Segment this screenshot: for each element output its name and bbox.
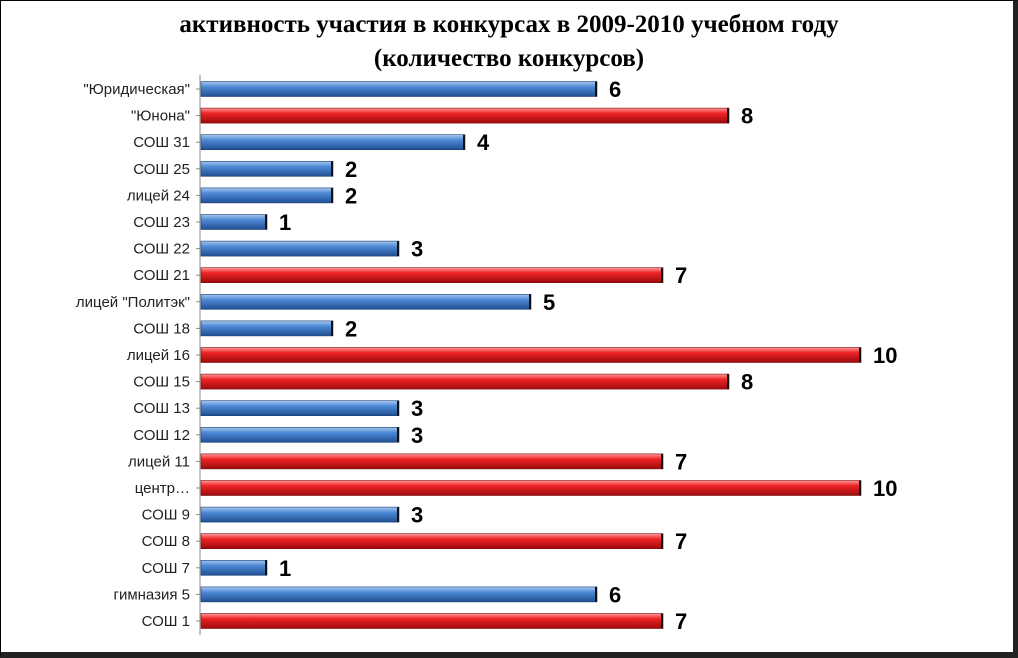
bar [200,267,664,284]
category-label: СОШ 21 [133,267,190,284]
data-label: 3 [411,237,423,262]
category-label: СОШ 13 [133,400,190,417]
data-label: 4 [477,130,490,155]
data-label: 2 [345,157,357,182]
bar-end-cap [859,480,861,496]
bar-end-cap [727,108,729,124]
bar-end-cap [661,267,663,283]
category-label: лицей 11 [128,453,190,470]
bar-end-cap [661,613,663,629]
data-label: 1 [279,210,291,235]
bar-end-cap [595,586,597,602]
bar [200,320,334,337]
data-label: 3 [411,396,423,421]
category-label: СОШ 31 [133,134,190,151]
bar [200,161,334,177]
bar [200,240,400,257]
chart-title-line2: (количество конкурсов) [373,45,645,72]
bar [200,453,664,470]
bar-end-cap [397,241,399,257]
category-label: СОШ 9 [142,507,190,524]
data-label: 2 [345,316,357,341]
bar-end-cap [397,507,399,523]
bar [200,506,400,523]
category-label: СОШ 15 [133,374,190,391]
category-label: СОШ 18 [133,320,190,337]
data-label: 5 [543,290,555,315]
category-label: СОШ 12 [133,427,190,444]
bar-end-cap [331,187,333,203]
category-label: гимназия 5 [113,586,190,603]
bar [200,613,664,629]
bar [200,134,466,150]
bar [200,480,862,496]
bar-end-cap [331,320,333,336]
data-label: 6 [609,582,621,607]
chart-title-line1: активность участия в конкурсах в 2009-20… [179,11,839,38]
category-label: "Юридическая" [83,81,190,98]
bar-end-cap [859,347,861,363]
bar-end-cap [661,533,663,549]
category-label: СОШ 8 [142,533,190,550]
bar [200,293,532,310]
data-label: 7 [675,529,687,554]
category-label: центр… [135,480,190,497]
bar [200,400,400,417]
category-label: СОШ 1 [142,613,190,630]
category-label: СОШ 23 [133,214,190,231]
bar-end-cap [331,161,333,177]
data-label: 2 [345,183,357,208]
bar-end-cap [529,294,531,310]
data-label: 8 [741,370,753,395]
data-label: 1 [279,556,291,581]
category-label: СОШ 22 [133,241,190,258]
bar [200,533,664,550]
bar-end-cap [397,427,399,443]
bar [200,81,598,97]
bar-end-cap [661,453,663,469]
bar [200,187,334,204]
bar-end-cap [727,374,729,390]
bar-end-cap [595,81,597,97]
data-label: 10 [873,476,897,501]
bar [200,107,730,124]
bar-end-cap [397,400,399,416]
bar [200,426,400,443]
data-label: 7 [675,449,687,474]
data-label: 10 [873,343,897,368]
bar-end-cap [265,214,267,230]
bar [200,347,862,363]
data-label: 7 [675,609,687,634]
category-label: лицей "Политэк" [76,294,190,311]
data-label: 3 [411,423,423,448]
category-label: лицей 24 [127,187,190,204]
bar [200,586,598,603]
category-label: СОШ 25 [133,161,190,178]
category-label: СОШ 7 [142,560,190,577]
data-label: 8 [741,104,753,129]
category-label: "Юнона" [131,108,190,125]
category-label: лицей 16 [127,347,190,364]
data-label: 3 [411,503,423,528]
data-label: 6 [609,77,621,102]
data-label: 7 [675,263,687,288]
bar-end-cap [265,560,267,576]
chart-title: активность участия в конкурсах в 2009-20… [0,8,1018,76]
bar [200,373,730,390]
bar [200,559,268,576]
bar-end-cap [463,134,465,150]
bar [200,214,268,230]
